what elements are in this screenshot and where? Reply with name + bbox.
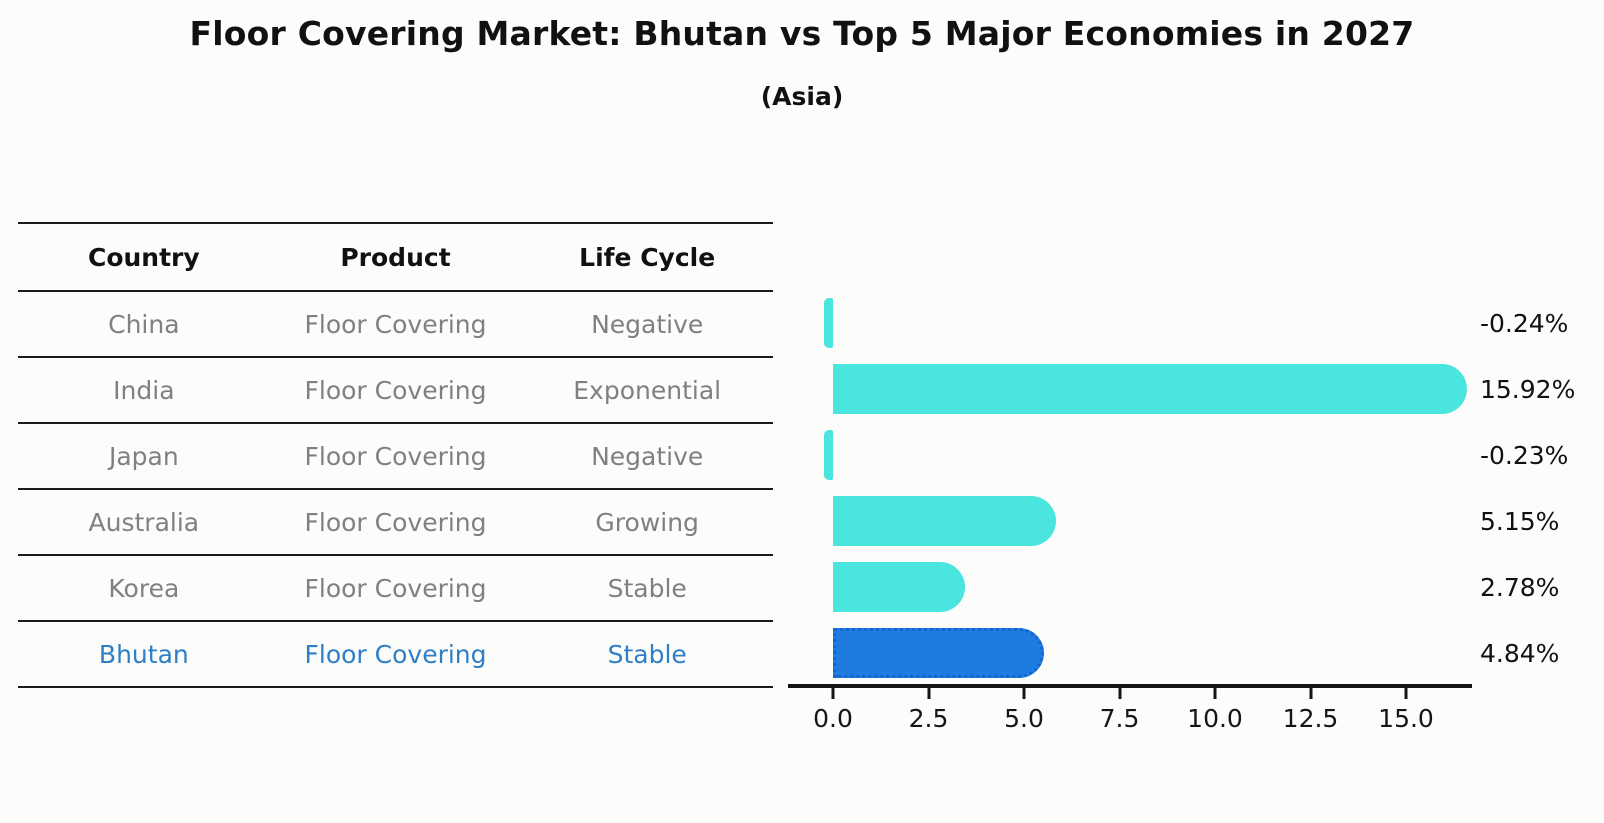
bar-india [833,364,1468,414]
chart-title: Floor Covering Market: Bhutan vs Top 5 M… [189,14,1415,53]
table-row-bhutan: Bhutan Floor Covering Stable [18,620,773,686]
x-tick-label: 0.0 [813,704,853,733]
x-tick [1309,688,1312,699]
cell-product: Floor Covering [304,573,487,603]
bar-bhutan [833,628,1044,678]
bar-slot [788,620,1472,686]
x-tick-label: 7.5 [1099,704,1140,733]
table-row-korea: Korea Floor Covering Stable [18,554,773,620]
cell-lifecycle: Stable [607,639,687,669]
cell-product: Floor Covering [304,639,487,669]
cell-product: Floor Covering [304,507,487,537]
value-label-bhutan: 4.84% [1480,638,1560,668]
country-table: Country Product Life Cycle China Floor C… [18,222,773,688]
cell-country: Japan [108,441,179,471]
x-tick [831,688,835,699]
value-label-slot: -0.24% [1480,290,1604,356]
bar-china [823,298,833,348]
x-tick [1404,688,1408,699]
value-label-slot: -0.23% [1480,422,1604,488]
x-tick [1022,688,1026,699]
x-tick-label: 15.0 [1378,704,1434,733]
col-header-country: Country [87,242,200,272]
value-label-slot: 5.15% [1480,488,1604,554]
x-tick-label: 2.5 [908,704,949,733]
x-tick [1213,688,1217,699]
cell-product: Floor Covering [304,375,487,405]
cell-country: Bhutan [98,639,189,669]
col-header-product: Product [340,242,451,272]
value-label-japan: -0.23% [1480,440,1569,470]
x-tick-label: 5.0 [1004,704,1044,733]
x-tick [1118,688,1121,699]
cell-country: India [113,375,175,405]
value-label-slot: 4.84% [1480,620,1604,686]
x-axis: 0.0 2.5 5.0 7.5 10.0 12.5 15.0 [788,684,1472,754]
cell-lifecycle: Growing [595,507,699,537]
bar-korea [833,562,966,612]
cell-lifecycle: Stable [607,573,687,603]
table-header-row: Country Product Life Cycle [18,222,773,290]
chart-subtitle: (Asia) [760,82,844,111]
value-label-slot: 15.92% [1480,356,1604,422]
bar-slot [788,488,1472,554]
value-label-china: -0.24% [1480,308,1569,338]
bar-slot [788,422,1472,488]
col-header-lifecycle: Life Cycle [579,242,716,272]
value-label-india: 15.92% [1480,374,1576,404]
bar-slot [788,554,1472,620]
value-label-slot: 2.78% [1480,554,1604,620]
bar-chart-plot-area [788,290,1472,686]
value-labels-column: -0.24% 15.92% -0.23% 5.15% 2.78% 4.84% [1480,290,1604,686]
table-row-australia: Australia Floor Covering Growing [18,488,773,554]
cell-product: Floor Covering [304,309,487,339]
value-label-korea: 2.78% [1480,572,1560,602]
table-row-india: India Floor Covering Exponential [18,356,773,422]
bar-slot [788,356,1472,422]
x-tick-label: 12.5 [1282,704,1339,733]
cell-lifecycle: Negative [591,309,704,339]
cell-country: Korea [108,573,180,603]
x-axis-line [788,684,1472,688]
cell-lifecycle: Exponential [573,375,722,405]
bar-slot [788,290,1472,356]
x-tick-label: 10.0 [1187,704,1243,733]
cell-country: Australia [88,507,200,537]
cell-country: China [108,309,180,339]
bar-australia [833,496,1056,546]
cell-product: Floor Covering [304,441,487,471]
cell-lifecycle: Negative [591,441,704,471]
table-row-china: China Floor Covering Negative [18,290,773,356]
table-row-japan: Japan Floor Covering Negative [18,422,773,488]
bar-japan [824,430,833,480]
x-tick [927,688,930,699]
value-label-australia: 5.15% [1480,506,1560,536]
